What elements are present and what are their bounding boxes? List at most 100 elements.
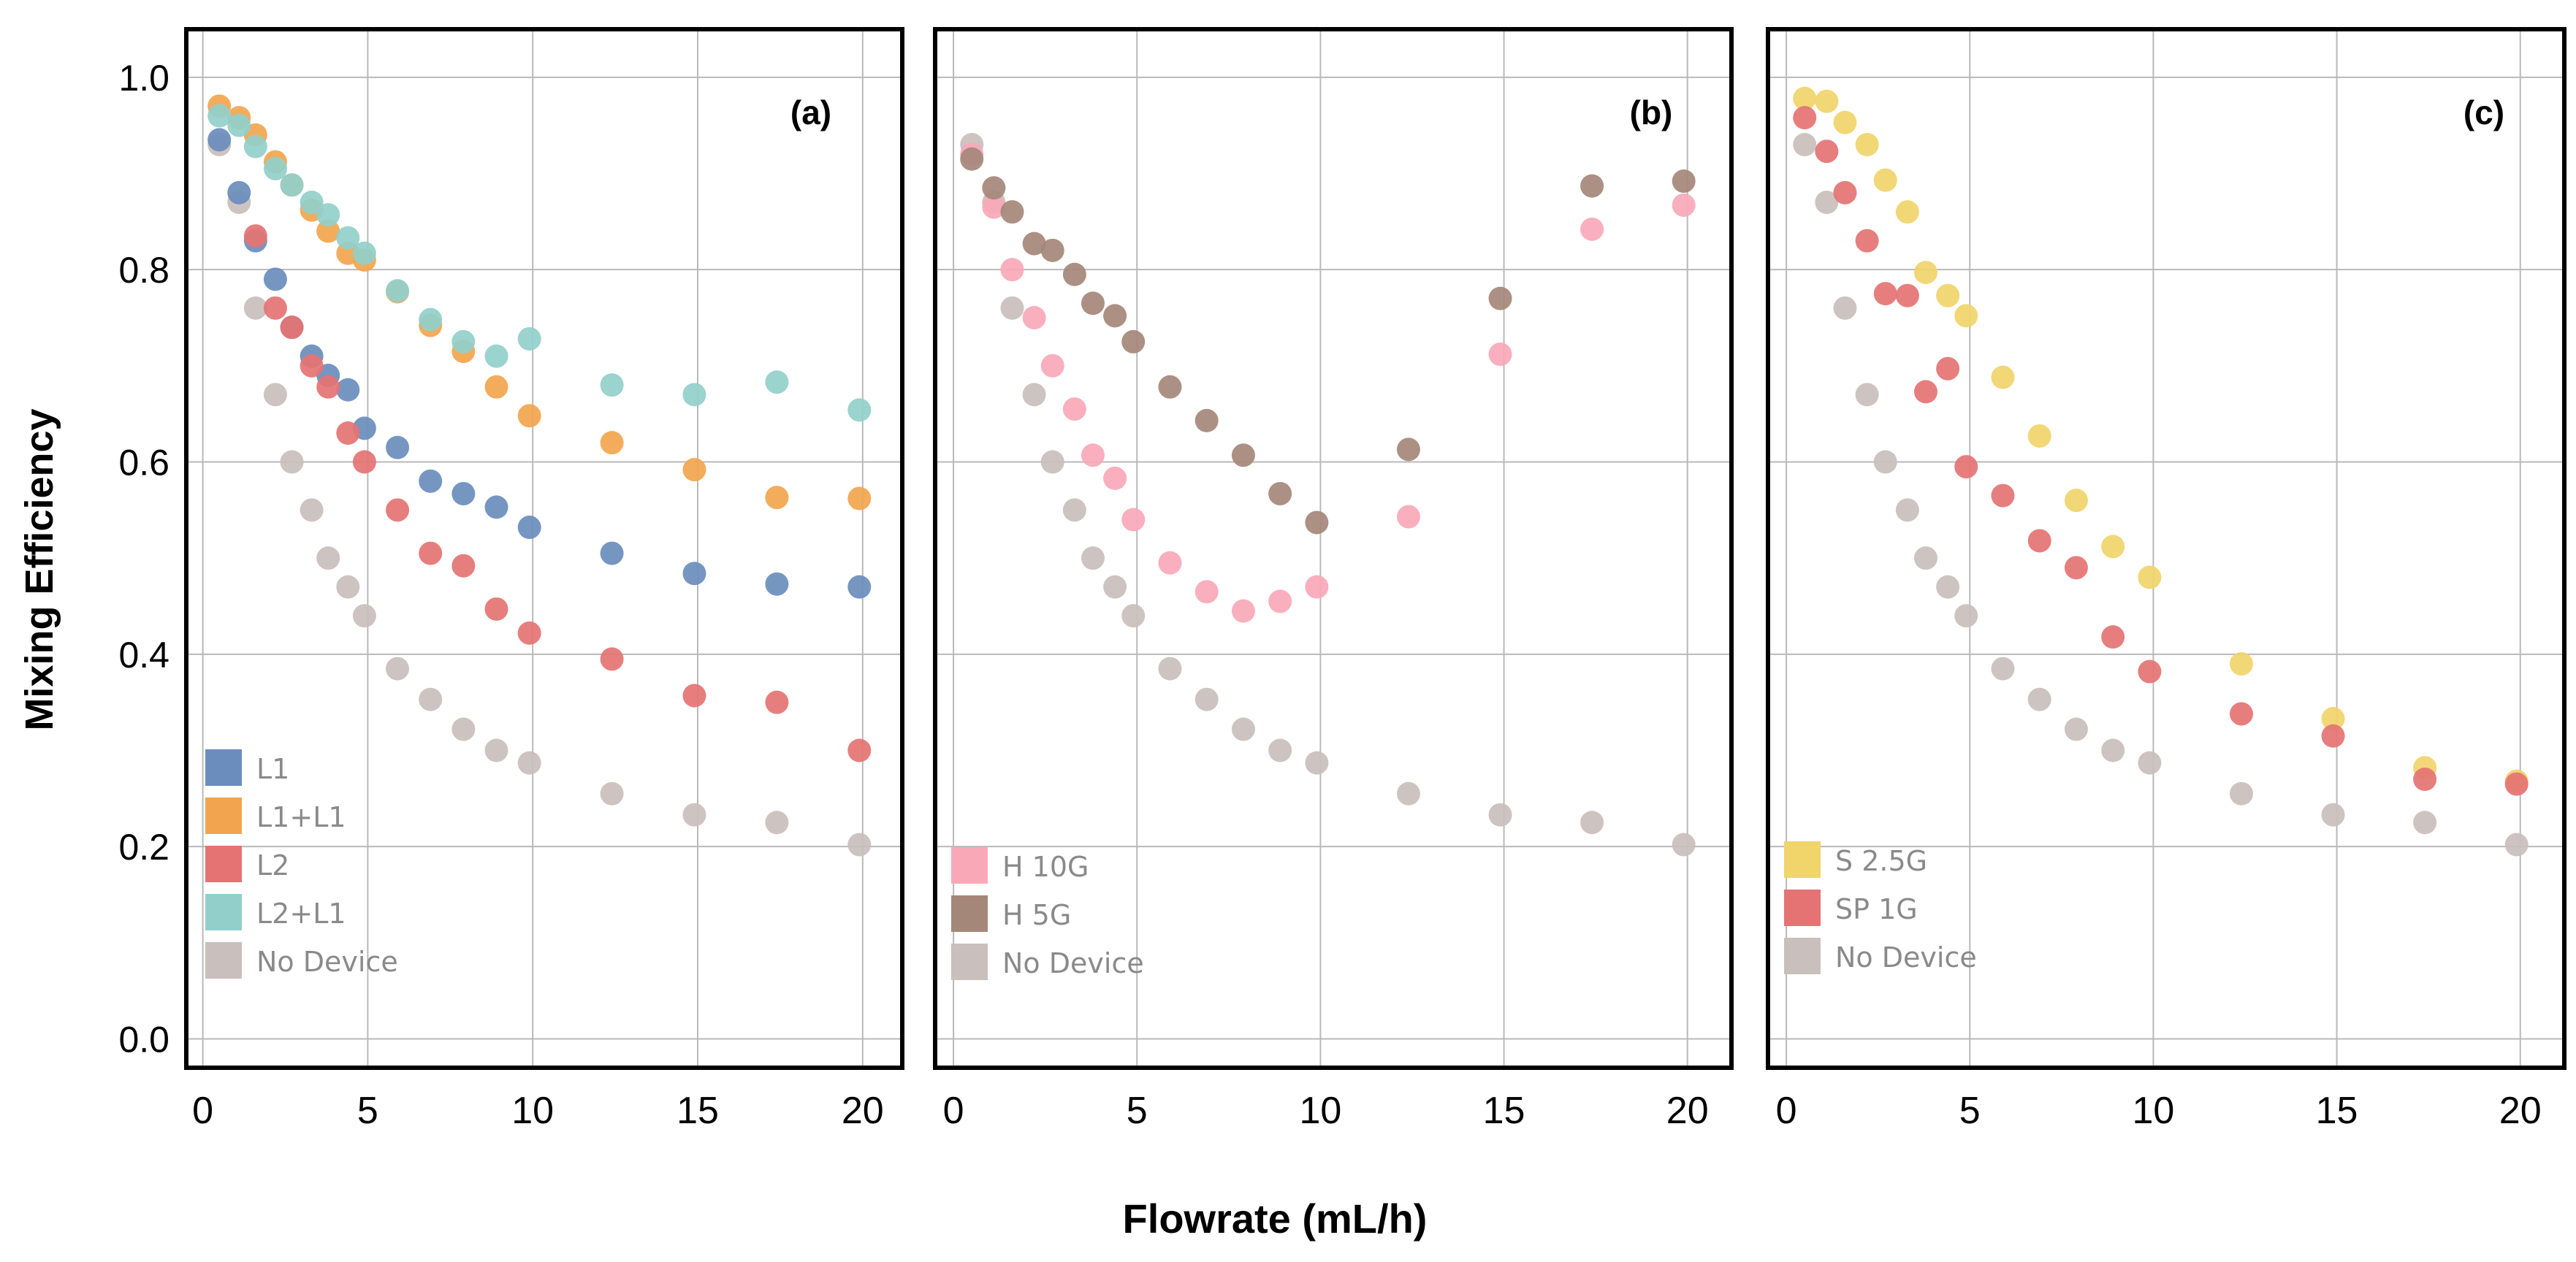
data-point (1488, 286, 1512, 310)
data-point (1194, 408, 1219, 432)
legend-swatch (1784, 938, 1821, 974)
data-point (1936, 575, 1960, 599)
data-point (1268, 481, 1292, 505)
data-point (1231, 443, 1255, 467)
data-point (1022, 383, 1046, 407)
data-point (682, 458, 706, 482)
data-point (1268, 589, 1292, 613)
data-point (451, 717, 476, 741)
data-point (1855, 383, 1879, 407)
data-point (316, 219, 340, 243)
data-point (263, 156, 287, 180)
data-point (386, 498, 410, 522)
data-point (1000, 296, 1024, 320)
data-point (280, 450, 304, 474)
data-point (451, 329, 476, 353)
data-point (1062, 262, 1086, 286)
data-point (419, 307, 443, 332)
data-point (1062, 397, 1086, 421)
data-point (1833, 296, 1857, 320)
data-point (207, 128, 232, 152)
data-point (1793, 133, 1817, 156)
data-point (1855, 229, 1879, 253)
panel-frame (1766, 27, 2567, 1070)
data-point (263, 383, 287, 407)
data-point (1895, 498, 1919, 522)
x-tick-label: 5 (1959, 1090, 1981, 1132)
legend-label: H 5G (1002, 899, 1071, 931)
x-tick-label: 0 (1776, 1090, 1797, 1132)
data-point (316, 375, 340, 399)
data-point (1121, 508, 1146, 532)
data-point (847, 398, 872, 422)
data-point (1081, 546, 1105, 570)
data-point (765, 811, 789, 835)
data-point (300, 191, 324, 214)
data-point (1194, 687, 1219, 711)
data-point (1954, 604, 1978, 628)
data-point (2027, 529, 2051, 553)
data-point (847, 575, 872, 599)
legend-swatch (1784, 841, 1821, 878)
data-point (1062, 498, 1086, 522)
data-point (2504, 772, 2529, 796)
data-point (600, 431, 624, 455)
x-axis-title: Flowrate (mL/h) (1123, 1196, 1428, 1242)
data-point (1305, 751, 1329, 775)
data-point (2229, 702, 2253, 726)
legend-swatch (205, 798, 242, 834)
data-point (1580, 811, 1604, 835)
data-point (1815, 191, 1839, 214)
data-point (682, 684, 706, 708)
data-point (1815, 139, 1839, 164)
legend: L1 L1+L1 L2 L2+L1 No Device (205, 749, 398, 979)
data-point (1081, 291, 1105, 316)
data-point (960, 147, 984, 171)
panel-a: 0.0 0.2 0.4 0.6 0.8 1.0 0 5 10 15 20 (a) L1 L1+L1 L2 L2… (118, 27, 904, 1132)
data-point (2504, 833, 2529, 857)
data-point (1793, 86, 1817, 110)
data-point (386, 657, 410, 681)
x-tick-label: 10 (1299, 1090, 1341, 1132)
data-point (484, 344, 508, 368)
data-point (600, 541, 624, 565)
data-point (1488, 343, 1512, 367)
data-point (1268, 738, 1292, 762)
data-point (1022, 232, 1046, 256)
data-point (1991, 657, 2015, 681)
data-point (243, 134, 267, 158)
data-point (517, 326, 541, 351)
data-point (1396, 781, 1420, 806)
panel-frame (933, 27, 1734, 1070)
data-point (600, 781, 624, 806)
data-point (316, 203, 340, 227)
panel-tag: (c) (2463, 93, 2504, 131)
panel-b: 0 5 10 15 20 (b) H 10G H 5G No Device (933, 27, 1734, 1132)
data-point (1488, 803, 1512, 827)
data-point (1815, 89, 1839, 113)
data-point (2321, 803, 2345, 827)
y-tick-label: 0.4 (118, 635, 169, 676)
data-point (336, 226, 360, 250)
data-point (2138, 751, 2162, 775)
panel-frame (184, 27, 904, 1070)
data-point (1040, 450, 1064, 474)
panel-tag: (a) (790, 93, 831, 131)
data-point (982, 195, 1006, 219)
data-point (517, 516, 541, 540)
series-no-device (1793, 133, 2529, 857)
data-point (1158, 375, 1182, 399)
data-point (765, 690, 789, 714)
data-point (352, 241, 376, 265)
series-l1-l1 (207, 94, 872, 510)
data-point (765, 572, 789, 596)
series-l2-l1 (207, 104, 872, 422)
data-point (1936, 356, 1960, 380)
x-tick-label: 0 (192, 1090, 213, 1132)
data-point (386, 435, 410, 459)
data-point (263, 296, 287, 320)
data-point (1672, 169, 1696, 194)
x-tick-label: 5 (357, 1090, 378, 1132)
data-point (2229, 781, 2253, 806)
data-point (484, 738, 508, 762)
